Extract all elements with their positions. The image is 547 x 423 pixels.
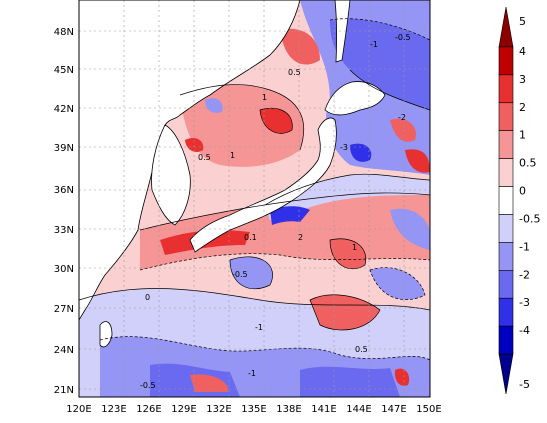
contour-label: 0.5 xyxy=(198,153,211,162)
contour-label: -1 xyxy=(370,40,378,49)
y-tick-label: 24N xyxy=(54,345,74,356)
x-tick-label: 132E xyxy=(206,404,231,415)
contour-label: 0.5 xyxy=(288,68,301,77)
y-tick-label: 30N xyxy=(54,264,74,275)
y-tick-label: 45N xyxy=(54,65,74,76)
contour-labels: -1 -0.5 0.5 1 -2 2 -3 1 -0.5 -1 0 -0.5 -… xyxy=(140,33,411,390)
x-tick-label: 135E xyxy=(241,404,266,415)
y-tick-label: 36N xyxy=(54,185,74,196)
colorbar-label: -0.5 xyxy=(519,212,540,225)
colorbar-label: -1 xyxy=(519,240,530,253)
colorbar-swatch xyxy=(498,186,514,215)
x-tick-label: 144E xyxy=(346,404,371,415)
x-tick-label: 141E xyxy=(311,404,336,415)
plot-area: -1 -0.5 0.5 1 -2 2 -3 1 -0.5 -1 0 -0.5 -… xyxy=(79,0,430,397)
colorbar-label: 4 xyxy=(519,45,526,58)
contour-label: 0 xyxy=(145,293,150,302)
x-tick-label: 147E xyxy=(381,404,406,415)
contour-label: -1 xyxy=(248,369,256,378)
x-tick-label: 126E xyxy=(136,404,161,415)
colorbar-label: -2 xyxy=(519,268,530,281)
colorbar-swatch xyxy=(498,325,514,355)
y-tick-label: 42N xyxy=(54,104,74,115)
colorbar-label: -3 xyxy=(519,296,530,309)
colorbar-label: -5 xyxy=(519,378,530,391)
colorbar-swatch xyxy=(498,158,514,187)
colorbar-label: 3 xyxy=(519,73,526,86)
x-tick-label: 150E xyxy=(416,404,441,415)
colorbar-swatch xyxy=(498,270,514,299)
colorbar: 5 4 3 2 1 0.5 0 -0.5 -1 -2 -3 -4 -5 xyxy=(498,6,540,395)
colorbar-label: 5 xyxy=(519,15,526,28)
y-tick-label: 27N xyxy=(54,304,74,315)
x-tick-label: 123E xyxy=(101,404,126,415)
contour-label: 2 xyxy=(298,233,303,242)
colorbar-swatch xyxy=(498,353,514,395)
colorbar-swatch xyxy=(498,242,514,271)
contour-lines xyxy=(79,18,430,361)
graticule xyxy=(79,0,430,397)
contour-label: -0.5 xyxy=(232,270,248,279)
colorbar-swatch xyxy=(498,214,514,243)
colorbar-swatch xyxy=(498,130,514,159)
y-tick-label: 33N xyxy=(54,225,74,236)
colorbar-label: -4 xyxy=(519,324,530,337)
contour-label: -0.5 xyxy=(140,381,156,390)
colorbar-swatch xyxy=(498,297,514,327)
colorbar-label: 2 xyxy=(519,101,526,114)
contour-label: -2 xyxy=(398,113,406,122)
x-axis: 120E 123E 126E 129E 132E 135E 138E 141E … xyxy=(66,404,441,415)
x-tick-label: 138E xyxy=(276,404,301,415)
contour-label: 1 xyxy=(262,93,267,102)
colorbar-swatch xyxy=(498,6,514,48)
y-axis: 21N 24N 27N 30N 33N 36N 39N 42N 45N 48N xyxy=(54,27,74,396)
colorbar-swatch xyxy=(498,102,514,131)
contour-label: -1 xyxy=(255,323,263,332)
contour-label: -0.5 xyxy=(395,33,411,42)
contour-label: 1 xyxy=(352,243,357,252)
contour-label: 1 xyxy=(230,151,235,160)
y-tick-label: 21N xyxy=(54,385,74,396)
colorbar-swatch xyxy=(498,74,514,104)
x-tick-label: 120E xyxy=(66,404,91,415)
colorbar-label: 1 xyxy=(519,129,526,142)
contour-label: -3 xyxy=(340,143,348,152)
colorbar-label: 0 xyxy=(519,185,526,198)
x-tick-label: 129E xyxy=(171,404,196,415)
contour-label: 0.5 xyxy=(355,345,368,354)
land xyxy=(79,0,386,348)
colorbar-label: 0.5 xyxy=(519,157,537,170)
y-tick-label: 39N xyxy=(54,143,74,154)
y-tick-label: 48N xyxy=(54,27,74,38)
contour-label: 0.1 xyxy=(244,233,257,242)
colorbar-swatch xyxy=(498,46,514,76)
plot-frame xyxy=(78,0,431,398)
